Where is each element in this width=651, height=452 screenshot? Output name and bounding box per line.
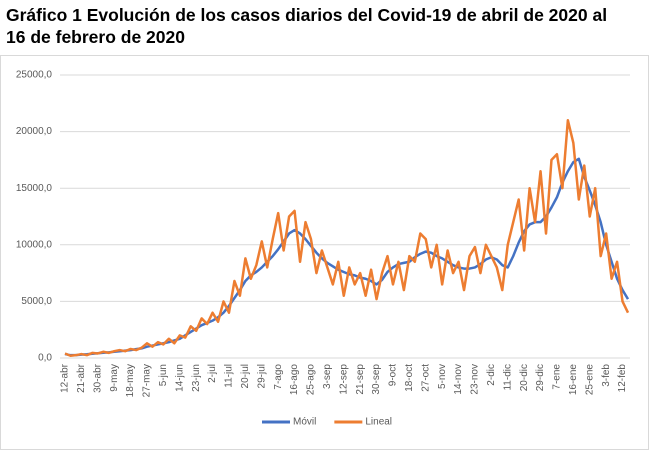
x-tick-label: 11-jul	[224, 364, 235, 388]
x-tick-label: 14-nov	[453, 364, 464, 395]
x-tick-label: 27-may	[142, 364, 153, 397]
x-tick-label: 5-jun	[158, 364, 169, 386]
x-tick-label: 9-oct	[388, 364, 399, 386]
x-tick-label: 25-ago	[306, 364, 317, 396]
x-tick-label: 21-abr	[76, 363, 87, 393]
x-tick-label: 3-feb	[601, 364, 612, 387]
x-tick-label: 11-dic	[502, 364, 513, 391]
x-tick-label: 7-ago	[273, 364, 284, 390]
x-tick-label: 29-dic	[535, 364, 546, 391]
y-tick-label: 0,0	[38, 353, 52, 364]
x-tick-label: 23-jun	[191, 364, 202, 392]
x-tick-label: 2-jul	[207, 364, 218, 383]
legend-label: Móvil	[293, 417, 316, 428]
x-tick-label: 3-sep	[322, 364, 333, 389]
y-tick-label: 20000,0	[16, 126, 53, 137]
chart-title: Gráfico 1 Evolución de los casos diarios…	[6, 5, 608, 47]
x-tick-label: 9-may	[109, 364, 120, 392]
legend-label: Lineal	[365, 417, 392, 428]
x-tick-label: 30-sep	[371, 364, 382, 395]
x-tick-label: 21-sep	[355, 364, 366, 395]
x-tick-label: 20-jul	[240, 364, 251, 388]
x-tick-label: 20-dic	[519, 364, 530, 391]
x-tick-label: 16-ago	[289, 364, 300, 396]
x-tick-label: 16-ene	[568, 364, 579, 396]
y-tick-label: 25000,0	[16, 70, 53, 81]
x-tick-label: 18-may	[125, 364, 136, 397]
y-tick-label: 5000,0	[21, 296, 52, 307]
x-tick-label: 14-jun	[174, 364, 185, 392]
x-tick-label: 23-nov	[470, 364, 481, 395]
x-tick-label: 2-dic	[486, 364, 497, 386]
x-tick-label: 27-oct	[420, 364, 431, 392]
x-tick-label: 30-abr	[92, 363, 103, 393]
chart-frame	[0, 55, 649, 450]
x-tick-label: 12-feb	[617, 364, 628, 393]
x-tick-label: 7-ene	[552, 364, 563, 390]
x-tick-label: 12-abr	[60, 363, 71, 393]
x-tick-label: 12-sep	[338, 364, 349, 395]
x-tick-label: 18-oct	[404, 364, 415, 392]
series-line	[64, 119, 630, 357]
x-tick-label: 29-jul	[256, 364, 267, 388]
y-tick-label: 15000,0	[16, 183, 53, 194]
x-tick-label: 5-nov	[437, 364, 448, 389]
y-tick-label: 10000,0	[16, 239, 53, 250]
x-tick-label: 25-ene	[584, 364, 595, 396]
